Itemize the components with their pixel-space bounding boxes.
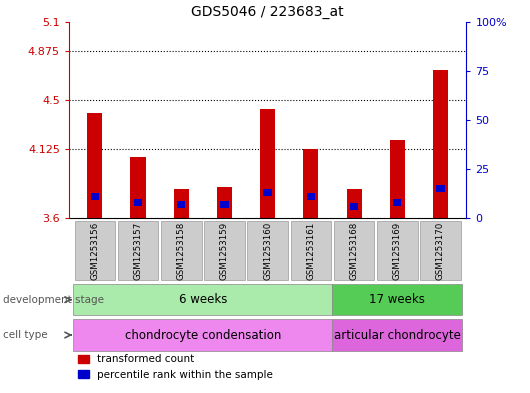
FancyBboxPatch shape <box>73 284 332 315</box>
FancyBboxPatch shape <box>332 320 462 351</box>
Bar <box>87 113 102 218</box>
Bar <box>436 185 445 192</box>
Bar <box>260 109 275 218</box>
Bar <box>220 201 228 208</box>
Bar <box>393 199 401 206</box>
Text: GSM1253170: GSM1253170 <box>436 221 445 280</box>
Text: GSM1253160: GSM1253160 <box>263 221 272 280</box>
Text: GSM1253161: GSM1253161 <box>306 221 315 280</box>
Bar <box>134 199 142 206</box>
Bar <box>307 193 315 200</box>
Bar <box>350 203 358 210</box>
Text: cell type: cell type <box>3 330 47 340</box>
FancyBboxPatch shape <box>290 221 331 280</box>
Text: development stage: development stage <box>3 295 104 305</box>
FancyBboxPatch shape <box>73 320 332 351</box>
Text: GSM1253158: GSM1253158 <box>176 221 186 280</box>
Text: GSM1253156: GSM1253156 <box>90 221 99 280</box>
Legend: transformed count, percentile rank within the sample: transformed count, percentile rank withi… <box>74 350 277 384</box>
FancyBboxPatch shape <box>377 221 418 280</box>
Text: GSM1253159: GSM1253159 <box>220 222 229 279</box>
Bar <box>303 149 319 218</box>
Text: 6 weeks: 6 weeks <box>179 293 227 306</box>
FancyBboxPatch shape <box>75 221 115 280</box>
Bar <box>347 189 361 218</box>
Text: 17 weeks: 17 weeks <box>369 293 425 306</box>
FancyBboxPatch shape <box>334 221 374 280</box>
Bar <box>177 201 186 208</box>
FancyBboxPatch shape <box>118 221 158 280</box>
Text: GSM1253169: GSM1253169 <box>393 222 402 279</box>
Bar <box>174 189 189 218</box>
Bar <box>91 193 99 200</box>
Text: GSM1253157: GSM1253157 <box>134 221 143 280</box>
Title: GDS5046 / 223683_at: GDS5046 / 223683_at <box>191 5 344 19</box>
Text: chondrocyte condensation: chondrocyte condensation <box>125 329 281 342</box>
Text: articular chondrocyte: articular chondrocyte <box>334 329 461 342</box>
Bar <box>263 189 272 196</box>
Bar <box>390 140 405 218</box>
FancyBboxPatch shape <box>248 221 288 280</box>
Text: GSM1253168: GSM1253168 <box>350 221 359 280</box>
FancyBboxPatch shape <box>161 221 201 280</box>
Bar <box>433 70 448 218</box>
FancyBboxPatch shape <box>332 284 462 315</box>
Bar <box>130 156 146 218</box>
FancyBboxPatch shape <box>420 221 461 280</box>
FancyBboxPatch shape <box>204 221 245 280</box>
Bar <box>217 187 232 218</box>
